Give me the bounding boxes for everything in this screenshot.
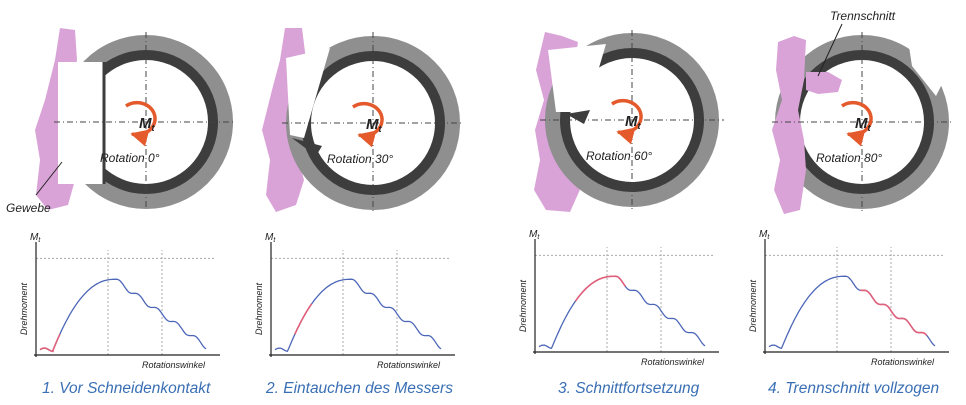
caption-2: 2. Eintauchen des Messers [266, 380, 453, 397]
torque-curve [274, 278, 442, 353]
blade-window-1 [58, 62, 104, 184]
rotation-arrow-4 [841, 100, 873, 147]
y-axis-label: Drehmoment [518, 279, 528, 332]
torque-curve-highlight [860, 289, 928, 336]
panel-1: Mt Rotation 0° Gewebe [6, 28, 236, 215]
panel-3: Mt Rotation 60° [534, 30, 724, 212]
tissue-cut-piece [806, 72, 842, 94]
blade-window-4 [908, 40, 948, 96]
x-axis-label: Rotationswinkel [871, 357, 935, 367]
rotation-label-1: Rotation 0° [100, 151, 160, 165]
y-axis-label: Drehmoment [748, 279, 758, 332]
torque-curve [768, 275, 936, 350]
rotation-label-3: Rotation 60° [586, 149, 652, 163]
moment-label-2: Mt [366, 116, 383, 134]
panel-2: Mt Rotation 30° [262, 28, 462, 212]
blade-window-3 [548, 44, 606, 112]
y-axis-symbol: Mt [759, 229, 770, 241]
tissue-shape-4 [772, 36, 806, 214]
torque-graph-3: Mt Drehmoment Rotationswinkel [518, 229, 719, 367]
rotation-arrow-1 [125, 100, 157, 147]
torque-graph-1: Mt Drehmoment Rotationswinkel [19, 232, 220, 370]
rotation-label-2: Rotation 30° [327, 152, 393, 166]
tissue-label: Gewebe [6, 201, 51, 215]
torque-curve-highlight [574, 275, 626, 302]
x-axis-label: Rotationswinkel [142, 360, 206, 370]
cut-label: Trennschnitt [830, 9, 896, 23]
tissue-pointer [35, 161, 63, 196]
x-axis-label: Rotationswinkel [377, 360, 441, 370]
torque-graph-4: Mt Drehmoment Rotationswinkel [748, 229, 949, 367]
y-axis-label: Drehmoment [254, 282, 264, 335]
y-axis-symbol: Mt [529, 229, 540, 241]
y-axis-label: Drehmoment [19, 282, 29, 335]
torque-curve-highlight [39, 333, 61, 353]
moment-label-4: Mt [855, 115, 872, 133]
torque-curve [538, 275, 706, 350]
blade-window-2 [286, 48, 330, 138]
torque-curve [39, 278, 207, 353]
torque-graph-2: Mt Drehmoment Rotationswinkel [254, 232, 455, 370]
torque-curve-highlight [294, 303, 313, 335]
caption-4: 4. Trennschnitt vollzogen [768, 380, 940, 397]
caption-3: 3. Schnittfortsetzung [558, 380, 700, 397]
panel-4: Mt Rotation 80° Trennschnitt [772, 9, 954, 214]
rotation-label-4: Rotation 80° [816, 151, 882, 165]
moment-label-3: Mt [625, 113, 642, 131]
caption-1: 1. Vor Schneidenkontakt [42, 380, 211, 397]
y-axis-symbol: Mt [265, 232, 276, 244]
cut-pointer [817, 23, 843, 77]
torque-graphs: Mt Drehmoment Rotationswinkel Mt Drehmoment R… [19, 229, 949, 370]
rotation-arrow-3 [611, 98, 643, 145]
moment-label-1: Mt [139, 115, 156, 133]
blade-tip-2 [292, 138, 322, 156]
rotation-arrow-2 [352, 101, 384, 148]
y-axis-symbol: Mt [30, 232, 41, 244]
x-axis-label: Rotationswinkel [641, 357, 705, 367]
